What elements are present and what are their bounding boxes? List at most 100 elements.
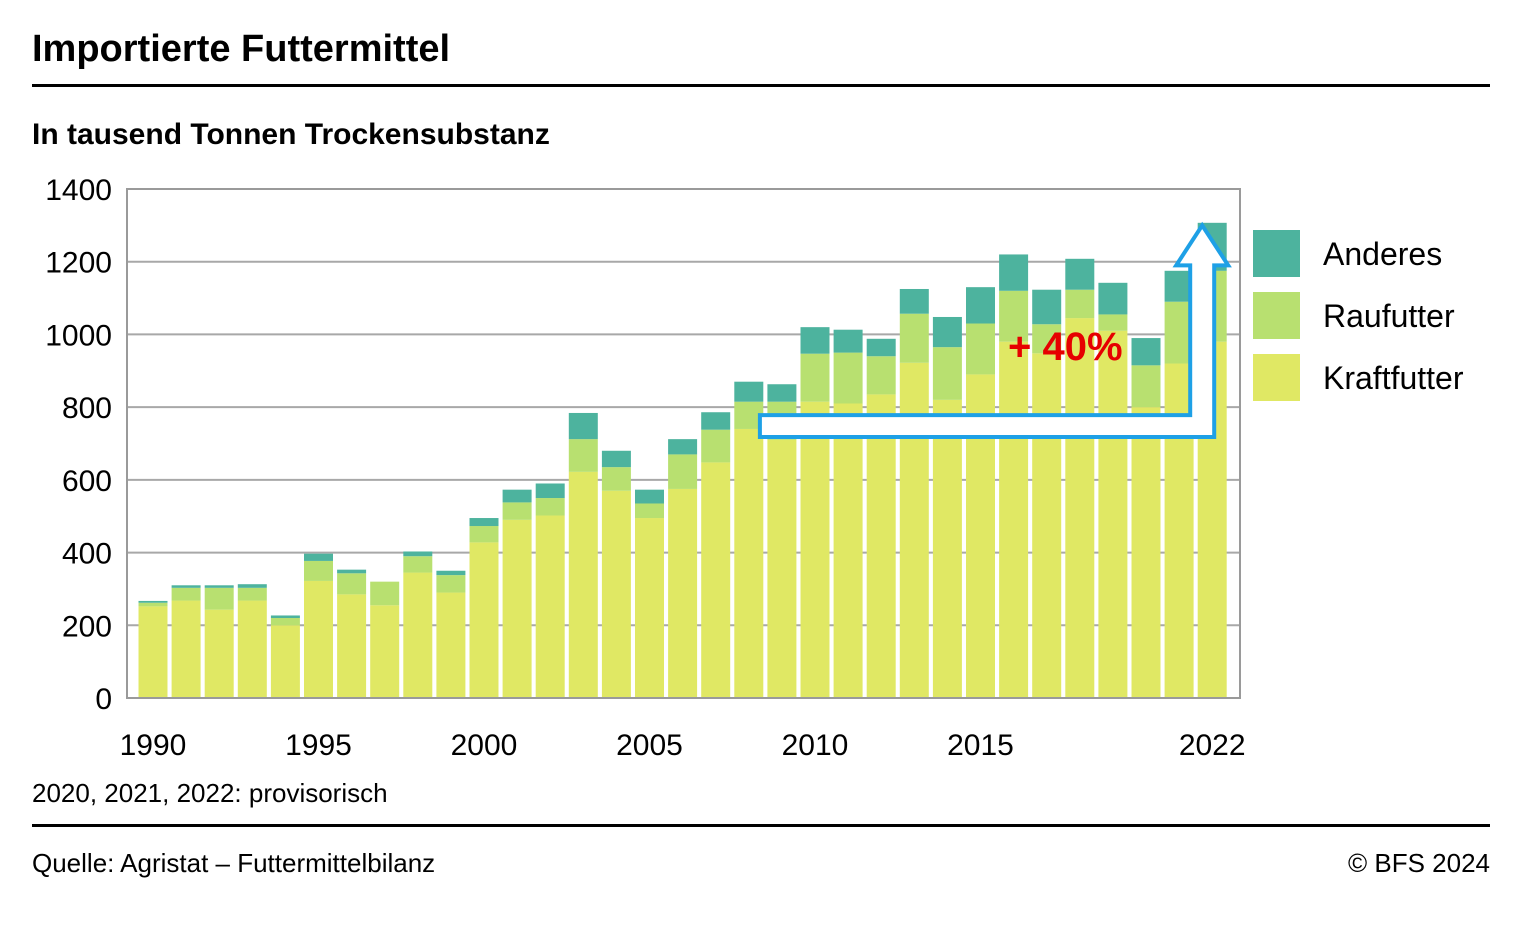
bar-raufutter-1997	[370, 581, 400, 606]
legend-swatch-kraftfutter	[1253, 354, 1300, 401]
bar-anderes-1999	[436, 570, 466, 576]
y-tick-label-1000: 1000	[45, 319, 112, 352]
x-tick-label-2022: 2022	[1179, 729, 1246, 762]
bars	[138, 222, 1227, 698]
bar-raufutter-2001	[502, 502, 532, 520]
growth-arrow	[757, 221, 1232, 439]
y-tick-label-0: 0	[95, 683, 112, 716]
bar-anderes-2000	[469, 518, 499, 527]
bar-kraftfutter-2003	[568, 471, 598, 698]
bar-raufutter-2010	[800, 353, 830, 402]
bar-kraftfutter-2018	[1065, 318, 1095, 698]
bar-anderes-1996	[337, 569, 367, 574]
bar-anderes-1995	[304, 553, 333, 561]
bar-kraftfutter-2000	[469, 542, 499, 698]
bar-anderes-1993	[237, 584, 267, 588]
bar-anderes-2003	[568, 412, 598, 440]
bar-raufutter-2018	[1065, 289, 1095, 319]
x-tick-label-1995: 1995	[285, 729, 352, 762]
bar-kraftfutter-2019	[1098, 330, 1128, 698]
bar-anderes-2019	[1098, 282, 1128, 315]
y-tick-label-1200: 1200	[45, 247, 112, 280]
bar-kraftfutter-2017	[1032, 353, 1062, 698]
footer-rule	[32, 824, 1490, 827]
bar-anderes-2005	[635, 489, 664, 504]
bar-anderes-1991	[171, 585, 201, 588]
bar-anderes-2007	[701, 412, 731, 430]
plot-frame	[126, 188, 1241, 699]
y-tick-label-200: 200	[62, 610, 112, 643]
bar-raufutter-1994	[270, 618, 300, 626]
bar-kraftfutter-1998	[403, 572, 433, 698]
bar-kraftfutter-1990	[138, 606, 168, 698]
bar-kraftfutter-1994	[270, 625, 300, 698]
legend-label-anderes: Anderes	[1323, 236, 1442, 272]
bar-kraftfutter-2012	[866, 394, 896, 698]
bar-raufutter-2012	[866, 356, 896, 395]
x-axis: 1990 1995 2000 2005 2010 2015 2022	[120, 729, 1246, 762]
bar-kraftfutter-1996	[337, 594, 367, 698]
bar-kraftfutter-1991	[171, 600, 201, 698]
bar-raufutter-1992	[204, 587, 234, 610]
copyright-text: © BFS 2024	[1347, 848, 1490, 878]
x-tick-label-2005: 2005	[616, 729, 683, 762]
legend: Anderes Raufutter Kraftfutter	[1253, 230, 1464, 401]
bar-raufutter-2020	[1131, 365, 1161, 408]
bar-kraftfutter-2004	[601, 490, 631, 698]
bar-raufutter-2003	[568, 439, 598, 472]
bar-anderes-2012	[866, 338, 896, 357]
bar-anderes-1990	[138, 600, 168, 603]
bar-kraftfutter-2007	[701, 462, 731, 698]
bar-raufutter-2011	[833, 352, 863, 404]
bar-raufutter-1996	[337, 573, 367, 595]
bar-raufutter-2002	[535, 498, 565, 516]
y-tick-label-600: 600	[62, 465, 112, 498]
growth-arrow-shape	[757, 221, 1232, 439]
y-axis: 0 200 400 600 800 1000 1200 1400	[45, 174, 112, 716]
bar-anderes-2017	[1032, 289, 1062, 325]
bar-raufutter-2006	[668, 454, 698, 489]
bar-anderes-2020	[1131, 338, 1161, 366]
legend-swatch-anderes	[1253, 230, 1300, 277]
bar-anderes-1994	[270, 615, 300, 619]
bar-anderes-2015	[966, 287, 995, 324]
bar-raufutter-1993	[237, 587, 267, 601]
bar-raufutter-1991	[171, 587, 201, 601]
bar-kraftfutter-2002	[535, 515, 565, 698]
bar-anderes-2009	[767, 384, 797, 402]
bar-anderes-2010	[800, 327, 830, 354]
bar-kraftfutter-2005	[635, 518, 664, 698]
bar-raufutter-1995	[304, 560, 333, 581]
legend-label-kraftfutter: Kraftfutter	[1323, 360, 1464, 396]
bar-anderes-1998	[403, 551, 433, 557]
bar-raufutter-2017	[1032, 324, 1062, 354]
bar-anderes-2016	[999, 254, 1029, 291]
title-rule	[32, 84, 1490, 87]
bar-kraftfutter-2008	[734, 428, 764, 698]
bar-raufutter-2004	[601, 467, 631, 491]
bar-anderes-2018	[1065, 258, 1095, 290]
bar-raufutter-2016	[999, 290, 1029, 342]
bar-anderes-2001	[502, 489, 532, 503]
bar-kraftfutter-1995	[304, 580, 333, 698]
bar-raufutter-1998	[403, 556, 433, 573]
bar-anderes-2008	[734, 381, 764, 402]
bar-anderes-2006	[668, 439, 698, 455]
bar-raufutter-1990	[138, 602, 168, 607]
footnote: 2020, 2021, 2022: provisorisch	[32, 778, 388, 808]
bar-kraftfutter-2020	[1131, 407, 1161, 698]
bar-anderes-2013	[899, 288, 929, 314]
bar-raufutter-1999	[436, 575, 466, 593]
bar-kraftfutter-2001	[502, 519, 532, 698]
chart-subtitle: In tausend Tonnen Trockensubstanz	[32, 118, 550, 151]
bar-kraftfutter-1999	[436, 592, 466, 698]
bar-raufutter-2005	[635, 503, 664, 519]
x-tick-label-2015: 2015	[947, 729, 1014, 762]
legend-label-raufutter: Raufutter	[1323, 298, 1455, 334]
chart-title: Importierte Futtermittel	[32, 28, 451, 70]
bar-kraftfutter-2010	[800, 401, 830, 698]
y-tick-label-400: 400	[62, 538, 112, 571]
bar-raufutter-2000	[469, 526, 499, 543]
bar-kraftfutter-1993	[237, 600, 267, 698]
bar-anderes-1992	[204, 585, 234, 588]
